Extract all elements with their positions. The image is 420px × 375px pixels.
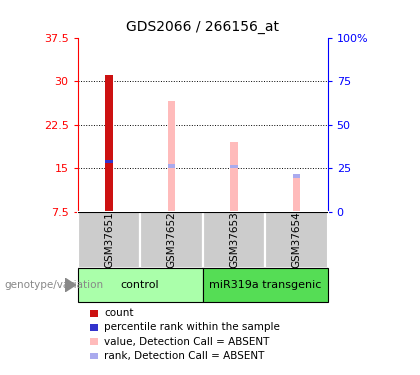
Title: GDS2066 / 266156_at: GDS2066 / 266156_at xyxy=(126,20,279,34)
Bar xyxy=(168,102,175,212)
Bar xyxy=(265,212,328,268)
Bar xyxy=(168,164,175,168)
Bar xyxy=(293,174,300,178)
Text: value, Detection Call = ABSENT: value, Detection Call = ABSENT xyxy=(104,337,270,346)
Bar xyxy=(203,268,328,302)
Text: GSM37654: GSM37654 xyxy=(291,211,302,268)
Bar xyxy=(230,165,238,168)
Text: control: control xyxy=(121,280,160,290)
Bar xyxy=(105,75,113,212)
Text: percentile rank within the sample: percentile rank within the sample xyxy=(104,322,280,332)
Text: miR319a transgenic: miR319a transgenic xyxy=(209,280,321,290)
Bar xyxy=(140,212,203,268)
Text: count: count xyxy=(104,308,134,318)
Bar xyxy=(78,268,203,302)
Bar xyxy=(203,212,265,268)
Bar xyxy=(293,175,300,212)
Text: GSM37653: GSM37653 xyxy=(229,211,239,268)
Bar xyxy=(230,142,238,212)
Polygon shape xyxy=(65,278,76,292)
Bar xyxy=(78,212,140,268)
Text: GSM37651: GSM37651 xyxy=(104,211,114,268)
Text: GSM37652: GSM37652 xyxy=(166,211,176,268)
Text: rank, Detection Call = ABSENT: rank, Detection Call = ABSENT xyxy=(104,351,265,361)
Text: genotype/variation: genotype/variation xyxy=(4,280,103,290)
Bar xyxy=(105,160,113,163)
